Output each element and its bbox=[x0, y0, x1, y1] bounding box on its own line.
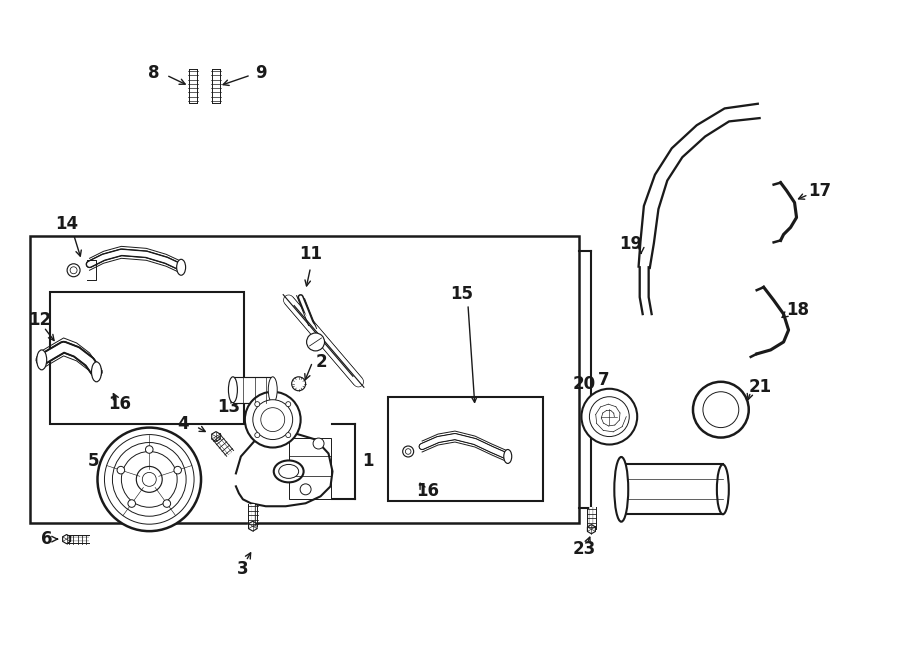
Text: 17: 17 bbox=[808, 181, 832, 199]
Text: 16: 16 bbox=[417, 483, 439, 500]
Circle shape bbox=[163, 500, 171, 507]
Circle shape bbox=[255, 433, 260, 438]
Circle shape bbox=[300, 484, 311, 495]
Circle shape bbox=[703, 392, 739, 428]
Bar bbox=[30, 236, 580, 523]
Circle shape bbox=[285, 433, 291, 438]
Circle shape bbox=[117, 466, 124, 474]
Text: 19: 19 bbox=[620, 236, 643, 254]
Bar bbox=[621, 465, 723, 514]
Circle shape bbox=[255, 402, 260, 406]
Polygon shape bbox=[212, 432, 220, 442]
Circle shape bbox=[590, 397, 629, 436]
Circle shape bbox=[174, 466, 182, 474]
Circle shape bbox=[261, 408, 284, 432]
Text: 5: 5 bbox=[88, 452, 99, 471]
Text: 7: 7 bbox=[598, 371, 609, 389]
Bar bbox=[388, 397, 543, 501]
Circle shape bbox=[581, 389, 637, 444]
Circle shape bbox=[253, 400, 292, 440]
Circle shape bbox=[68, 263, 80, 277]
Polygon shape bbox=[63, 534, 70, 544]
Text: 8: 8 bbox=[148, 64, 159, 82]
Ellipse shape bbox=[279, 465, 299, 479]
Ellipse shape bbox=[92, 362, 102, 382]
Circle shape bbox=[70, 267, 77, 274]
Text: 11: 11 bbox=[299, 246, 322, 263]
Polygon shape bbox=[236, 434, 332, 506]
Text: 18: 18 bbox=[787, 301, 810, 319]
Text: 4: 4 bbox=[177, 414, 189, 432]
Ellipse shape bbox=[268, 377, 277, 402]
Text: 14: 14 bbox=[55, 215, 78, 234]
Bar bbox=[50, 292, 244, 424]
Text: 6: 6 bbox=[40, 530, 52, 548]
Circle shape bbox=[402, 446, 414, 457]
Text: 22: 22 bbox=[652, 491, 676, 508]
Circle shape bbox=[313, 438, 324, 449]
Text: 2: 2 bbox=[316, 353, 328, 371]
Text: 16: 16 bbox=[108, 395, 130, 412]
Text: 13: 13 bbox=[218, 398, 240, 416]
Ellipse shape bbox=[37, 350, 47, 370]
Ellipse shape bbox=[229, 377, 238, 402]
Circle shape bbox=[245, 392, 301, 448]
Circle shape bbox=[136, 467, 162, 493]
Text: 15: 15 bbox=[450, 285, 473, 303]
Ellipse shape bbox=[274, 461, 303, 483]
Text: 12: 12 bbox=[28, 311, 51, 329]
Circle shape bbox=[292, 377, 306, 391]
Ellipse shape bbox=[717, 465, 729, 514]
Polygon shape bbox=[588, 524, 596, 534]
Circle shape bbox=[307, 333, 325, 351]
Ellipse shape bbox=[176, 260, 185, 275]
Text: 23: 23 bbox=[572, 540, 596, 558]
Polygon shape bbox=[248, 521, 257, 531]
Circle shape bbox=[146, 446, 153, 453]
Circle shape bbox=[142, 473, 157, 487]
Text: 21: 21 bbox=[749, 378, 772, 396]
Bar bbox=[233, 377, 273, 402]
Circle shape bbox=[693, 382, 749, 438]
Bar bbox=[289, 438, 330, 499]
Text: 1: 1 bbox=[363, 452, 374, 471]
Circle shape bbox=[97, 428, 201, 531]
Text: 9: 9 bbox=[255, 64, 266, 82]
Ellipse shape bbox=[616, 465, 627, 514]
Circle shape bbox=[128, 500, 136, 507]
Ellipse shape bbox=[504, 449, 512, 463]
Ellipse shape bbox=[615, 457, 628, 522]
Text: 3: 3 bbox=[237, 560, 248, 578]
Circle shape bbox=[285, 402, 291, 406]
Text: 20: 20 bbox=[573, 375, 596, 393]
Text: 10: 10 bbox=[277, 485, 301, 502]
Circle shape bbox=[405, 449, 411, 454]
